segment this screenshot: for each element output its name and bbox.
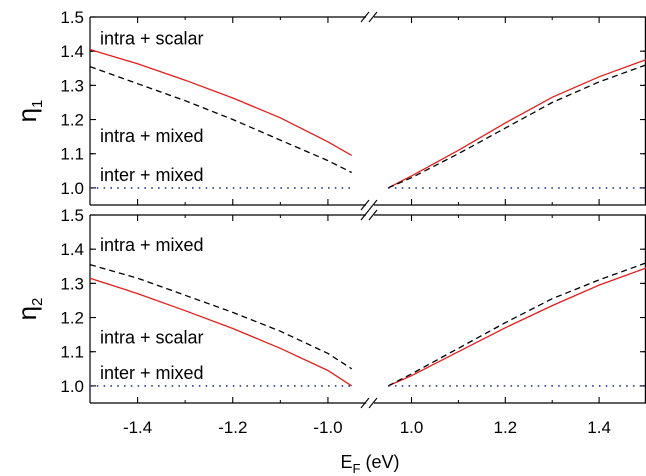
y-axis-label-main: η bbox=[12, 108, 42, 122]
annotation-label: inter + mixed bbox=[100, 165, 204, 185]
x-tick-label: 1.2 bbox=[493, 418, 517, 437]
y-axis-label-subscript: 1 bbox=[29, 100, 46, 108]
y-tick-label: 1.3 bbox=[60, 274, 84, 293]
axis-break-mark bbox=[360, 199, 370, 211]
x-tick-label: -1.2 bbox=[218, 418, 247, 437]
axis-break-mark bbox=[368, 11, 378, 23]
y-axis-label: η1 bbox=[12, 100, 46, 123]
x-tick-label: 1.4 bbox=[587, 418, 611, 437]
annotation-label: intra + mixed bbox=[100, 126, 204, 146]
x-axis-label: EF (eV) bbox=[341, 452, 400, 476]
axis-break-mark bbox=[368, 209, 378, 221]
y-axis-label: η2 bbox=[12, 298, 46, 321]
x-axis-label-unit: (eV) bbox=[360, 452, 399, 472]
series-line-dashed-right bbox=[387, 262, 646, 387]
series-line-solid-left bbox=[89, 277, 353, 387]
y-tick-label: 1.3 bbox=[60, 76, 84, 95]
y-tick-label: 1.4 bbox=[60, 42, 84, 61]
series-line-dashed-left bbox=[89, 65, 352, 174]
x-axis-label-subscript: F bbox=[353, 461, 361, 476]
y-axis-label-main: η bbox=[12, 306, 42, 320]
annotation-label: intra + scalar bbox=[100, 327, 204, 347]
series-line-solid-right bbox=[387, 267, 646, 387]
axis-break-mark bbox=[360, 11, 370, 23]
y-tick-label: 1.4 bbox=[60, 240, 84, 259]
panel-1: 1.0 1.1 1.2 1.3 1.4 1.5 η1 intra + scalar intra … bbox=[12, 8, 646, 211]
x-tick-label: -1.0 bbox=[313, 418, 342, 437]
series-line-dashed-right bbox=[387, 64, 646, 189]
axis-break-mark bbox=[368, 397, 378, 409]
y-tick-label: 1.0 bbox=[60, 179, 84, 198]
axis-break-mark bbox=[360, 209, 370, 221]
y-tick-label: 1.5 bbox=[60, 206, 84, 225]
y-axis-label-subscript: 2 bbox=[29, 298, 46, 306]
axis-break-mark bbox=[368, 199, 378, 211]
annotation-label: intra + mixed bbox=[100, 235, 204, 255]
series-line-solid-right bbox=[387, 59, 646, 189]
y-tick-label: 1.2 bbox=[60, 111, 84, 130]
series-line-dashed-left bbox=[89, 263, 353, 370]
panel-2: 1.0 1.1 1.2 1.3 1.4 1.5 η2 intra + mixed intra +… bbox=[12, 206, 646, 409]
x-axis-label-main: E bbox=[341, 452, 353, 472]
x-tick-label: 1.0 bbox=[400, 418, 424, 437]
y-tick-label: 1.5 bbox=[60, 8, 84, 27]
annotation-label: intra + scalar bbox=[100, 29, 204, 49]
x-tick-label: -1.4 bbox=[123, 418, 152, 437]
y-tick-label: 1.1 bbox=[60, 343, 84, 362]
y-tick-label: 1.1 bbox=[60, 145, 84, 164]
axis-break-mark bbox=[360, 397, 370, 409]
series-line-solid-left bbox=[89, 48, 353, 156]
annotation-label: inter + mixed bbox=[100, 363, 204, 383]
y-tick-label: 1.2 bbox=[60, 309, 84, 328]
y-tick-label: 1.0 bbox=[60, 377, 84, 396]
